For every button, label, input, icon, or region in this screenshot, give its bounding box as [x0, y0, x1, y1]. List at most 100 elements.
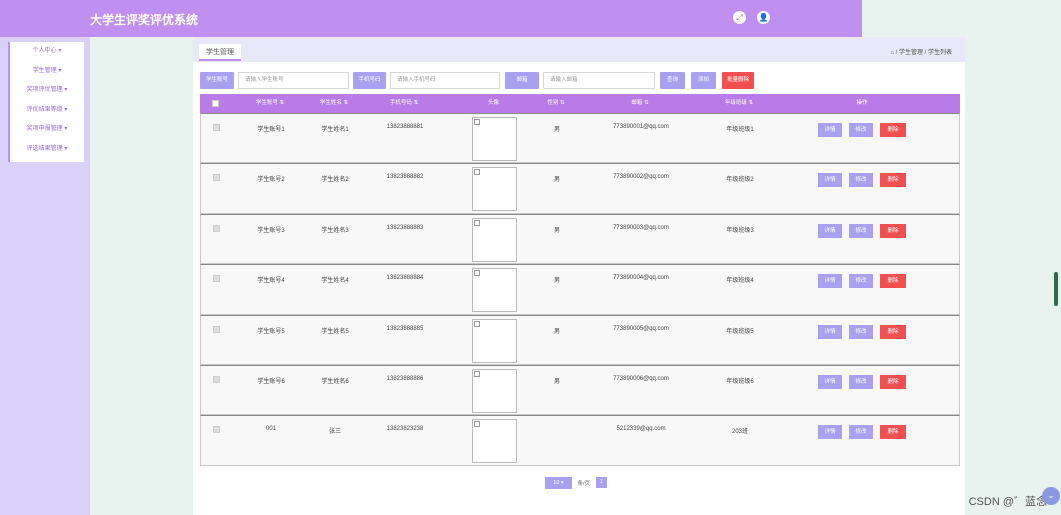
column-class[interactable]: 年级班级 ⇅	[724, 100, 754, 106]
column-student-name[interactable]: 学生姓名 ⇅	[319, 100, 349, 106]
edit-button[interactable]: 修改	[849, 324, 873, 339]
view-button[interactable]: 详情	[818, 123, 842, 137]
broken-image-icon	[474, 370, 480, 377]
table-header: 学生账号 ⇅ 学生姓名 ⇅ 手机号码 ⇅ 头像 性别 ⇅ 邮箱 ⇅ 年级班级 ⇅…	[200, 94, 960, 113]
view-button[interactable]: 详情	[818, 223, 842, 238]
avatar-image	[472, 368, 517, 413]
column-phone[interactable]: 手机号码 ⇅	[389, 100, 419, 106]
student-no-label: 学生账号	[200, 72, 234, 89]
email-label: 邮箱	[505, 72, 539, 89]
row-checkbox[interactable]	[213, 124, 220, 131]
broken-image-icon	[474, 320, 480, 327]
column-student-no[interactable]: 学生账号 ⇅	[255, 100, 285, 106]
batch-delete-button[interactable]: 批量删除	[722, 72, 754, 89]
sidebar-item-student-management[interactable]: 学生管理 ▾	[32, 67, 62, 74]
broken-image-icon	[474, 219, 480, 226]
column-avatar: 头像	[487, 100, 499, 106]
phone-cell: 13823823238	[386, 426, 424, 433]
column-email[interactable]: 邮箱 ⇅	[631, 100, 649, 106]
edit-button[interactable]: 修改	[849, 425, 873, 440]
phone-input[interactable]: 请输入手机号码	[390, 72, 500, 89]
top-header: 大学生评奖评优系统 ⤢ 👤	[0, 0, 862, 37]
breadcrumb-text: / 学生管理 / 学生列表	[893, 50, 952, 56]
delete-button[interactable]: 删除	[880, 425, 906, 440]
breadcrumb: ⌂ / 学生管理 / 学生列表	[890, 47, 952, 56]
view-button[interactable]: 详情	[818, 274, 842, 289]
delete-button[interactable]: 删除	[880, 374, 906, 389]
gender-cell: 男	[553, 227, 560, 234]
view-button[interactable]: 详情	[818, 425, 842, 440]
gender-cell: 男	[553, 278, 560, 285]
gender-cell: 男	[553, 378, 560, 385]
class-cell: 年级班级4	[726, 278, 754, 285]
view-button[interactable]: 详情	[818, 374, 842, 389]
delete-button[interactable]: 删除	[880, 123, 906, 137]
delete-button[interactable]: 删除	[880, 223, 906, 238]
row-checkbox[interactable]	[213, 426, 220, 434]
student-no-input[interactable]: 请输入学生账号	[238, 72, 349, 89]
class-cell: 年级班级3	[726, 227, 754, 234]
fullscreen-icon[interactable]: ⤢	[733, 11, 746, 24]
edit-button[interactable]: 修改	[849, 223, 873, 238]
table-row: 学生账号5 学生姓名5 13823888885 男 773890005@qq.c…	[200, 314, 960, 365]
page-size-label: 条/页	[577, 481, 591, 487]
broken-image-icon	[474, 421, 480, 428]
app-title: 大学生评奖评优系统	[90, 13, 199, 27]
table-row: 学生账号4 学生姓名4 13823888884 男 773890004@qq.c…	[200, 264, 960, 315]
query-button[interactable]: 查询	[660, 72, 685, 89]
sidebar-item-personal-center[interactable]: 个人中心 ▾	[32, 48, 62, 54]
sidebar-item-award-management[interactable]: 奖项评优管理 ▾	[26, 87, 68, 93]
page-number-current[interactable]: 1	[595, 477, 607, 488]
student-name-cell: 学生姓名1	[321, 127, 349, 133]
avatar-image	[472, 117, 517, 161]
broken-image-icon	[474, 270, 480, 277]
phone-cell: 13823888882	[386, 174, 424, 181]
student-name-cell: 学生姓名4	[321, 278, 349, 285]
view-button[interactable]: 详情	[818, 324, 842, 339]
row-checkbox[interactable]	[213, 325, 220, 333]
column-gender[interactable]: 性别 ⇅	[547, 100, 565, 106]
email-cell: 773890002@qq.com	[613, 174, 669, 181]
edit-button[interactable]: 修改	[849, 374, 873, 389]
table-row: 学生账号2 学生姓名2 13823888882 男 773890002@qq.c…	[200, 163, 960, 214]
row-checkbox[interactable]	[213, 224, 220, 232]
delete-button[interactable]: 删除	[880, 324, 906, 339]
view-button[interactable]: 详情	[818, 173, 842, 188]
student-name-cell: 学生姓名3	[321, 227, 349, 234]
table-row: 学生账号3 学生姓名3 13823888883 男 773890003@qq.c…	[200, 213, 960, 265]
row-checkbox[interactable]	[213, 275, 220, 283]
tab-student-management[interactable]: 学生管理	[199, 44, 241, 61]
row-checkbox[interactable]	[213, 174, 220, 182]
table-row: 001 张三 13823823238 5212339@qq.com 203班 详…	[200, 415, 960, 466]
class-cell: 年级班级1	[726, 127, 754, 133]
column-actions: 操作	[856, 100, 868, 106]
table-row: 学生账号1 学生姓名1 13823888881 男 773890001@qq.c…	[200, 113, 960, 164]
tab-strip: 学生管理 ⌂ / 学生管理 / 学生列表	[193, 37, 965, 62]
edit-button[interactable]: 修改	[849, 274, 873, 289]
edit-button[interactable]: 修改	[849, 173, 873, 188]
sidebar-menu: 个人中心 ▾ 学生管理 ▾ 奖项评优管理 ▾ 评优结果等级 ▾ 奖项申报管理 ▾…	[8, 42, 84, 162]
phone-cell: 13823888885	[386, 325, 424, 332]
delete-button[interactable]: 删除	[880, 274, 906, 289]
page-size-value: 10	[553, 480, 560, 486]
page-size-select[interactable]: 10 ▾	[545, 477, 572, 489]
add-button[interactable]: 添加	[691, 72, 716, 89]
row-checkbox[interactable]	[213, 375, 220, 383]
email-input[interactable]: 请输入邮箱	[543, 72, 655, 89]
student-name-cell: 学生姓名6	[321, 378, 349, 385]
email-cell: 773890003@qq.com	[613, 224, 669, 231]
sidebar-item-result-levels[interactable]: 评优结果等级 ▾	[26, 106, 68, 113]
student-no-cell: 学生账号6	[257, 378, 285, 385]
select-all-checkbox[interactable]	[212, 100, 219, 107]
sidebar-item-selection-results[interactable]: 评选结果管理 ▾	[26, 145, 68, 152]
delete-button[interactable]: 删除	[880, 173, 906, 188]
main-panel: 学生管理 ⌂ / 学生管理 / 学生列表 学生账号 请输入学生账号 手机号码 请…	[193, 37, 965, 515]
floating-assist-icon[interactable]: ⌄	[1042, 487, 1060, 505]
gender-cell: 男	[553, 177, 560, 184]
user-icon[interactable]: 👤	[757, 11, 770, 24]
home-icon[interactable]: ⌂	[890, 50, 894, 56]
scrollbar-handle[interactable]	[1054, 272, 1058, 306]
edit-button[interactable]: 修改	[849, 123, 873, 137]
email-cell: 5212339@qq.com	[616, 426, 666, 433]
sidebar-item-application-management[interactable]: 奖项申报管理 ▾	[26, 126, 68, 132]
